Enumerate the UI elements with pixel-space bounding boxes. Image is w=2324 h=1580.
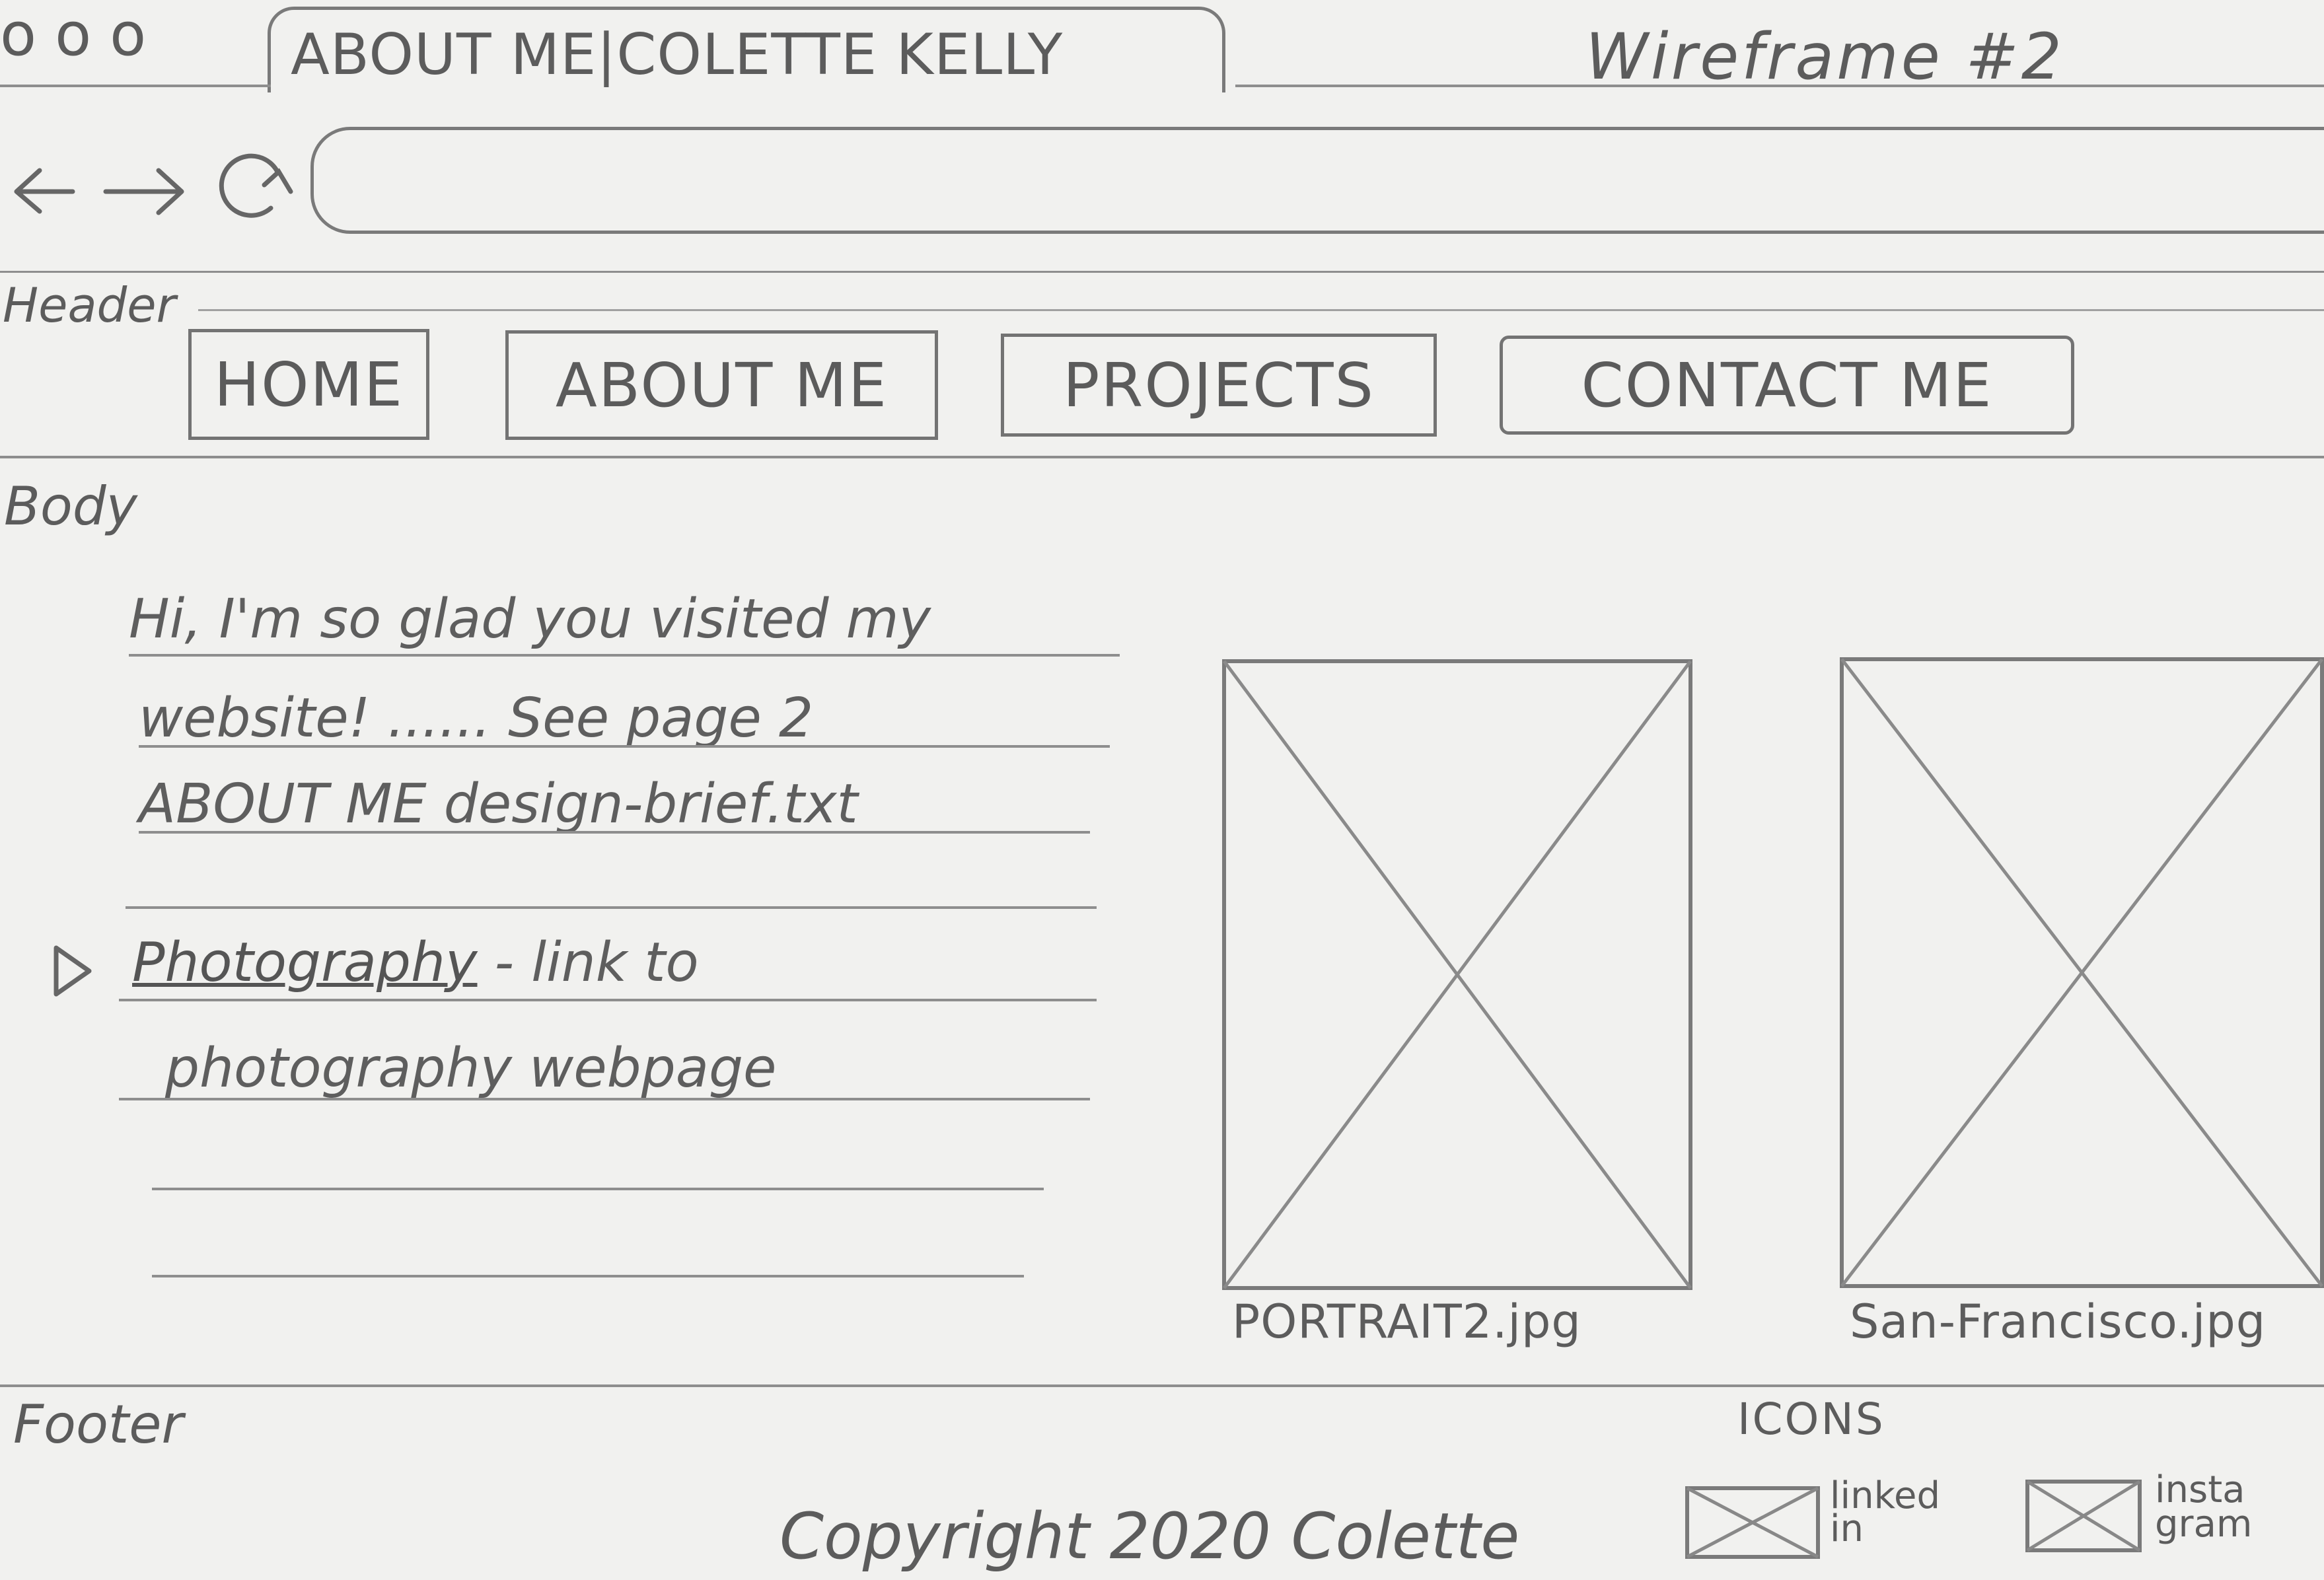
icons-label: ICONS [1737,1394,1885,1445]
nav-projects-label: PROJECTS [1063,349,1375,421]
san-francisco-image-caption: San-Francisco.jpg [1850,1295,2267,1349]
linkedin-icon[interactable] [1685,1483,1823,1562]
nav-home-button[interactable]: HOME [188,329,429,440]
toolbar-bottom-line [0,271,2324,273]
image-placeholder-x-icon [1840,657,2324,1288]
address-bar[interactable] [310,127,2324,234]
ruled-line-5 [119,999,1097,1001]
ruled-line-2 [139,745,1110,748]
header-label-underline [198,309,2324,311]
instagram-label: insta gram [2155,1468,2253,1546]
window-dot-3[interactable]: o [110,0,165,69]
photography-bullet-rest: - link to [477,931,699,994]
right-arrow-icon[interactable] [99,152,192,225]
browser-tab[interactable]: ABOUT ME|COLETTE KELLY [268,7,1225,92]
ruled-line-6 [119,1098,1090,1100]
nav-about-me-label: ABOUT ME [555,349,889,421]
nav-contact-me-button[interactable]: CONTACT ME [1500,336,2074,435]
body-section-label: Body [4,476,137,537]
portrait-image-placeholder [1222,659,1692,1290]
ruled-line-3 [139,831,1090,834]
image-placeholder-x-icon [1222,659,1692,1290]
intro-line-1: Hi, I'm so glad you visited my [129,588,931,651]
window-dot-2[interactable]: o [55,0,110,69]
tab-title: ABOUT ME|COLETTE KELLY [291,22,1064,88]
window-dot-1[interactable]: o [0,0,55,69]
linkedin-label: linked in [1830,1474,1941,1550]
ruled-line-7 [152,1188,1044,1190]
ruled-line-1 [129,654,1120,657]
left-arrow-icon[interactable] [7,152,79,225]
body-bottom-line [0,1384,2324,1387]
nav-contact-me-label: CONTACT ME [1581,349,1993,421]
tab-strip-line-right [1235,85,2324,87]
ruled-line-4 [126,906,1097,909]
portrait-image-caption: PORTRAIT2.jpg [1232,1295,1581,1349]
tab-strip-line-left [0,85,271,87]
header-section-label: Header [3,277,176,333]
intro-line-2: website! ...... See page 2 [139,687,814,750]
intro-line-3: ABOUT ME design-brief.txt [139,773,858,836]
nav-projects-button[interactable]: PROJECTS [1001,334,1437,437]
window-dots[interactable]: ooo [0,0,164,69]
nav-about-me-button[interactable]: ABOUT ME [505,330,938,440]
photography-link[interactable]: Photography [132,931,478,994]
photography-bullet: Photography - link to [132,931,699,994]
instagram-icon[interactable] [2025,1476,2144,1556]
wireframe-label: Wireframe #2 [1585,20,2064,94]
footer-section-label: Footer [13,1394,184,1455]
header-bottom-line [0,456,2324,458]
reload-icon[interactable] [205,145,297,231]
ruled-line-8 [152,1275,1024,1277]
photography-bullet-line2: photography webpage [165,1037,777,1100]
triangle-bullet-icon [54,945,92,997]
copyright-text: Copyright 2020 Colette [780,1499,1520,1573]
san-francisco-image-placeholder [1840,657,2324,1288]
nav-home-label: HOME [213,349,404,420]
